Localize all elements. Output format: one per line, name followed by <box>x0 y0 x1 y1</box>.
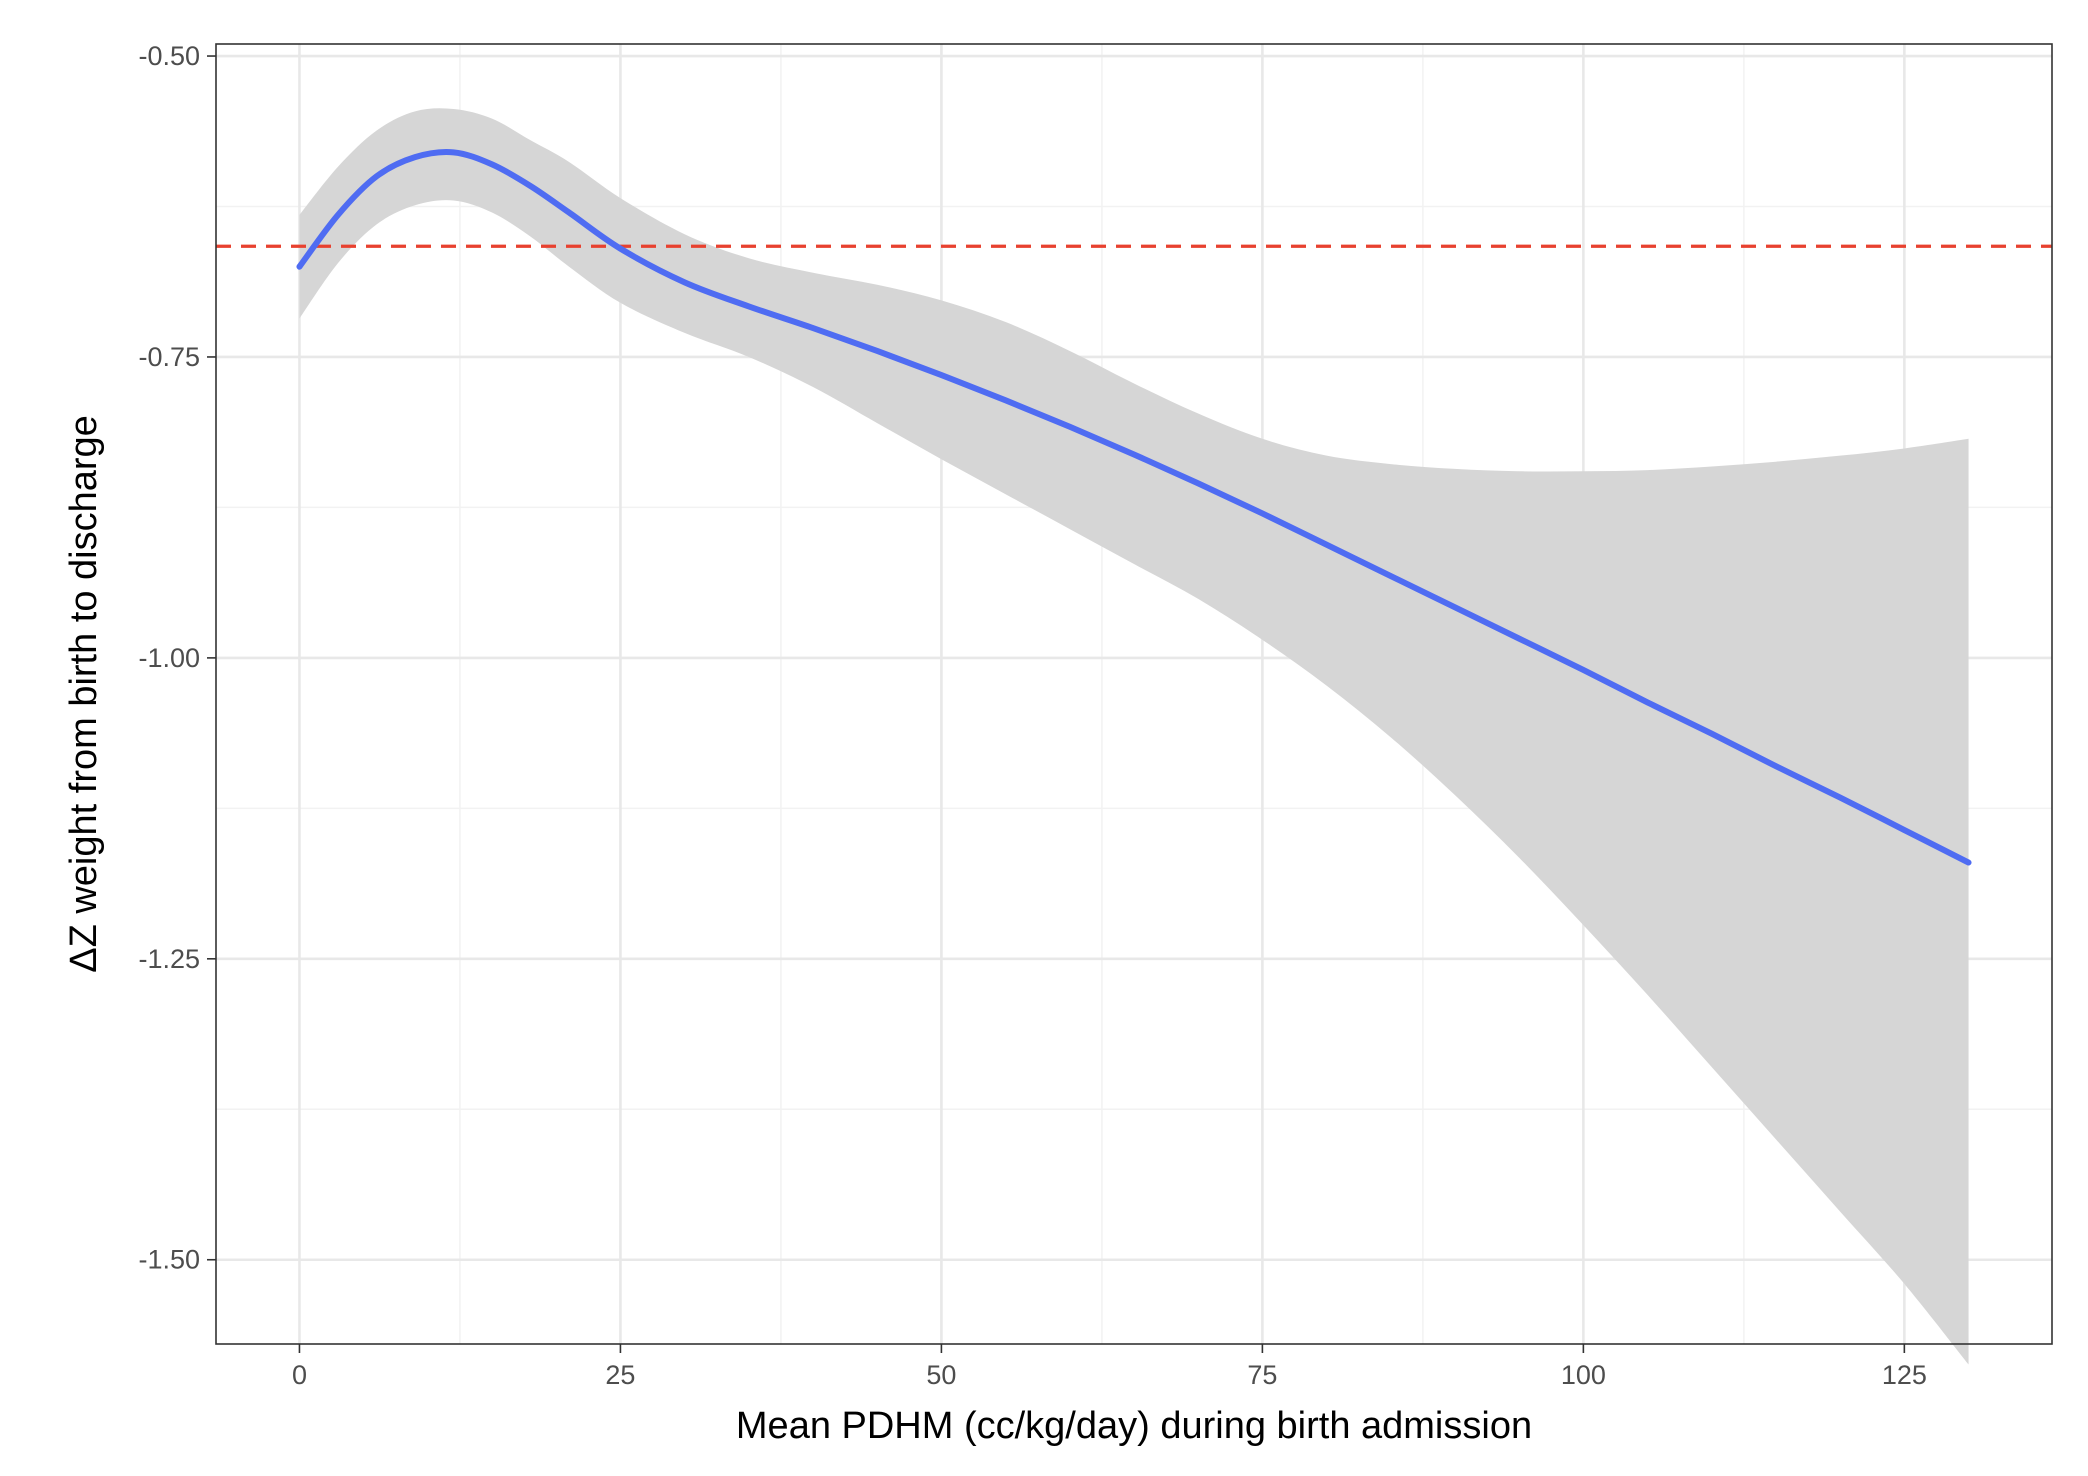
x-axis-title: Mean PDHM (cc/kg/day) during birth admis… <box>736 1405 1532 1447</box>
y-tick-label: -0.75 <box>138 342 200 372</box>
confidence-band-area <box>299 108 1969 1365</box>
y-tick-label: -1.25 <box>138 944 200 974</box>
x-tick-label: 75 <box>1247 1360 1277 1390</box>
y-axis-title: ΔZ weight from birth to discharge <box>63 415 105 973</box>
x-tick-label: 50 <box>926 1360 956 1390</box>
fitted-line-path <box>296 149 1972 866</box>
y-tick-label: -0.50 <box>138 41 200 71</box>
fitted-line <box>296 149 1972 866</box>
x-tick-label: 100 <box>1561 1360 1606 1390</box>
x-tick-label: 0 <box>292 1360 307 1390</box>
y-tick-label: -1.00 <box>138 643 200 673</box>
y-axis: -0.50 -0.75 -1.00 -1.25 -1.50 <box>138 41 216 1275</box>
x-tick-label: 125 <box>1882 1360 1927 1390</box>
confidence-band <box>299 108 1969 1365</box>
x-tick-label: 25 <box>605 1360 635 1390</box>
y-tick-label: -1.50 <box>138 1245 200 1275</box>
panel-border <box>215 43 2053 1345</box>
x-axis: 0 25 50 75 100 125 <box>292 1344 1927 1390</box>
